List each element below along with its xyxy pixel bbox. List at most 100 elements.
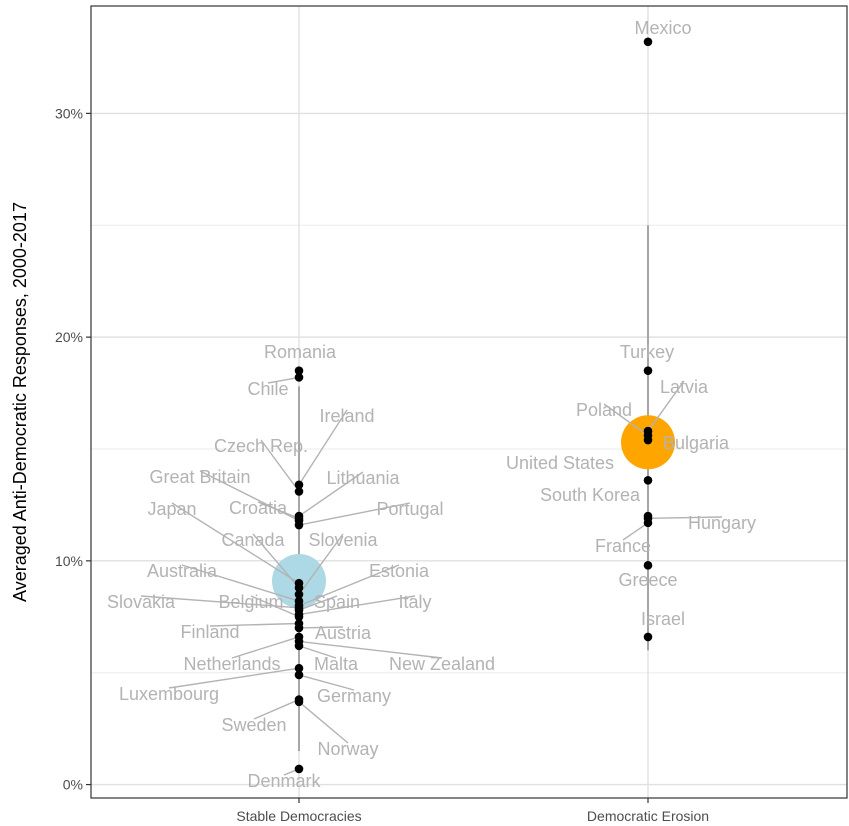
y-tick-label: 20% bbox=[55, 329, 83, 345]
country-point bbox=[294, 514, 304, 523]
plot-border bbox=[90, 5, 848, 799]
country-label: Greece bbox=[618, 570, 677, 590]
country-label: Australia bbox=[147, 561, 218, 581]
label-leader-line bbox=[181, 564, 300, 602]
label-leader-line bbox=[647, 380, 685, 432]
country-label: Belgium bbox=[218, 592, 283, 612]
country-label: South Korea bbox=[540, 485, 641, 505]
label-leader-line bbox=[231, 636, 300, 659]
country-point bbox=[294, 623, 304, 633]
country-point bbox=[294, 583, 304, 592]
label-leader-line bbox=[298, 645, 337, 659]
country-label: France bbox=[595, 536, 651, 556]
country-label: Austria bbox=[315, 623, 372, 643]
label-leader-line bbox=[250, 595, 300, 618]
label-leader-lines bbox=[140, 376, 723, 776]
country-label: Ireland bbox=[319, 406, 374, 426]
country-label: United States bbox=[506, 453, 614, 473]
country-point bbox=[294, 520, 304, 530]
country-label: Romania bbox=[264, 342, 337, 362]
label-leader-line bbox=[252, 533, 300, 589]
y-tick-label: 10% bbox=[55, 553, 83, 569]
label-leader-line bbox=[168, 667, 300, 689]
country-label: Croatia bbox=[229, 498, 288, 518]
y-axis-label: Averaged Anti-Democratic Responses, 2000… bbox=[10, 202, 30, 602]
country-label: Netherlands bbox=[183, 654, 280, 674]
country-point bbox=[294, 480, 304, 490]
country-label: Chile bbox=[247, 379, 288, 399]
country-label: Norway bbox=[317, 739, 378, 759]
country-point bbox=[294, 637, 304, 646]
country-label: Israel bbox=[641, 609, 685, 629]
label-leader-line bbox=[622, 522, 649, 541]
country-label: Finland bbox=[180, 622, 239, 642]
label-leader-line bbox=[298, 701, 349, 744]
country-point bbox=[294, 487, 304, 496]
label-leader-line bbox=[298, 409, 348, 486]
label-leader-line bbox=[298, 564, 400, 607]
y-tick-label: 0% bbox=[63, 777, 83, 793]
x-tick-label: Democratic Erosion bbox=[587, 808, 709, 824]
label-leader-line bbox=[260, 439, 300, 492]
country-label: Luxembourg bbox=[119, 684, 219, 704]
country-point bbox=[643, 366, 653, 375]
label-leader-line bbox=[257, 501, 300, 519]
country-label: Hungary bbox=[688, 513, 756, 533]
country-label: Japan bbox=[147, 499, 196, 519]
axes: 0% 10% 20% 30% Stable Democracies Democratic … bbox=[55, 105, 709, 824]
country-label: Lithuania bbox=[326, 468, 400, 488]
label-leader-line bbox=[267, 376, 300, 384]
country-label: Denmark bbox=[247, 771, 321, 791]
gridlines bbox=[91, 6, 847, 798]
country-label: Portugal bbox=[376, 499, 443, 519]
country-label: Poland bbox=[576, 400, 632, 420]
country-point bbox=[294, 366, 304, 375]
country-label: Italy bbox=[398, 592, 431, 612]
label-leader-line bbox=[298, 674, 355, 691]
country-label: Latvia bbox=[660, 377, 709, 397]
country-labels: Romania Chile Ireland Czech Rep. Lithuania Gr… bbox=[107, 18, 756, 791]
data-points bbox=[294, 37, 653, 774]
country-label: Spain bbox=[314, 592, 360, 612]
label-leader-line bbox=[171, 502, 300, 584]
country-point bbox=[294, 590, 304, 599]
label-leader-line bbox=[647, 516, 723, 520]
country-point bbox=[643, 518, 653, 528]
country-point bbox=[294, 670, 304, 680]
country-label: Sweden bbox=[221, 715, 286, 735]
label-leader-line bbox=[298, 533, 344, 595]
country-point bbox=[294, 373, 304, 382]
country-label: Bulgaria bbox=[663, 433, 730, 453]
country-point bbox=[294, 610, 304, 619]
label-leader-line bbox=[298, 595, 416, 616]
country-point bbox=[294, 663, 304, 673]
label-leader-line bbox=[253, 698, 300, 720]
country-label: Great Britain bbox=[149, 467, 250, 487]
label-leader-line bbox=[298, 471, 364, 517]
x-tick-label: Stable Democracies bbox=[236, 808, 361, 824]
country-point bbox=[294, 764, 304, 774]
country-label: Malta bbox=[314, 654, 359, 674]
country-label: Slovakia bbox=[107, 592, 176, 612]
label-leader-line bbox=[298, 640, 443, 659]
country-label: Turkey bbox=[620, 342, 674, 362]
country-point bbox=[643, 435, 653, 445]
label-leader-line bbox=[209, 622, 300, 627]
country-label: Estonia bbox=[369, 561, 430, 581]
label-leader-line bbox=[298, 595, 338, 611]
country-point bbox=[643, 476, 653, 485]
country-label: Mexico bbox=[634, 18, 691, 38]
country-label: New Zealand bbox=[389, 654, 495, 674]
label-leader-line bbox=[603, 403, 649, 437]
country-label: Czech Rep. bbox=[214, 436, 308, 456]
label-leader-line bbox=[298, 626, 344, 629]
country-label: Slovenia bbox=[308, 530, 378, 550]
label-leader-line bbox=[298, 502, 411, 526]
country-point bbox=[643, 561, 653, 570]
country-point bbox=[294, 697, 304, 707]
country-point bbox=[643, 632, 653, 642]
country-label: Canada bbox=[221, 530, 285, 550]
country-point bbox=[643, 37, 653, 47]
